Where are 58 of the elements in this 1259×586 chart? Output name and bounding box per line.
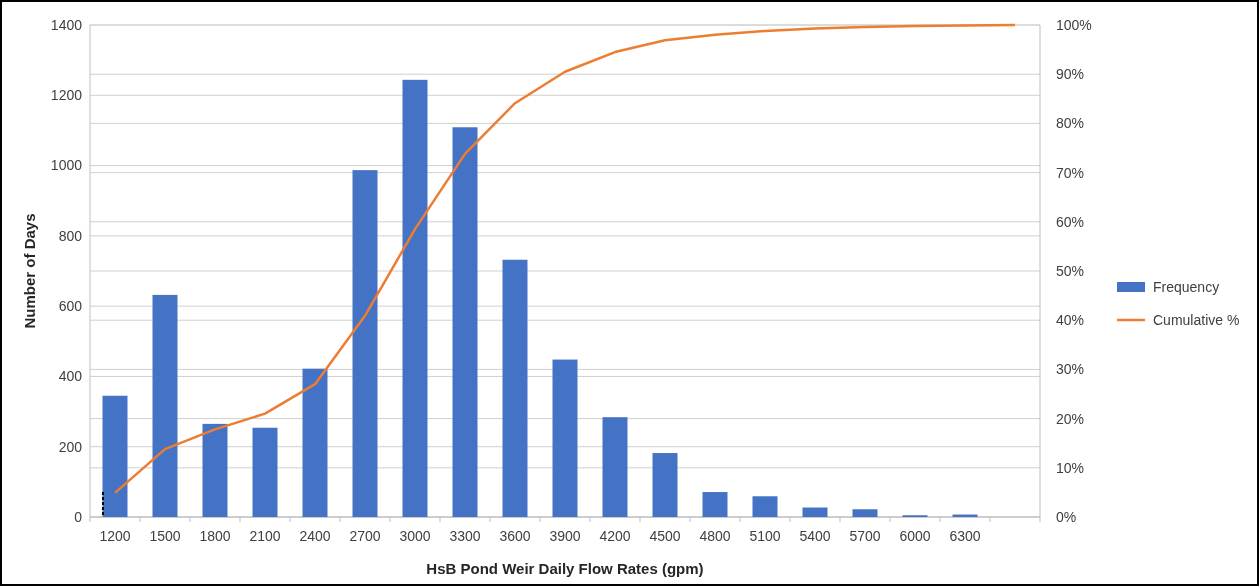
x-tick-label: 3000 <box>399 528 431 544</box>
x-tick-label: 3300 <box>449 528 481 544</box>
x-tick-label: 6000 <box>899 528 931 544</box>
y-tick-label: 1000 <box>50 157 83 174</box>
y2-tick-label: 80% <box>1056 115 1085 132</box>
y2-tick-label: 50% <box>1056 262 1085 279</box>
x-tick-label: 4800 <box>699 528 731 544</box>
x-tick-label: 4200 <box>599 528 631 544</box>
bar <box>852 509 878 517</box>
bar <box>102 395 128 517</box>
y-tick-label: 200 <box>58 438 83 455</box>
legend-label: Frequency <box>1153 278 1220 295</box>
legend-label: Cumulative % <box>1153 311 1240 328</box>
x-tick-label: 6300 <box>949 528 981 544</box>
bar <box>702 492 728 517</box>
bar <box>202 423 228 517</box>
x-tick-label: 2100 <box>249 528 281 544</box>
bar <box>502 259 528 517</box>
bar <box>802 507 828 517</box>
y2-tick-label: 100% <box>1056 16 1092 33</box>
x-tick-label: 3600 <box>499 528 531 544</box>
y2-tick-label: 70% <box>1056 164 1085 181</box>
x-tick-label: 1200 <box>99 528 131 544</box>
y-tick-label: 0 <box>74 508 83 525</box>
x-tick-label: 3900 <box>549 528 581 544</box>
x-tick-label: 4500 <box>649 528 681 544</box>
line-series <box>113 23 1017 495</box>
y2-tick-label: 0% <box>1056 508 1077 525</box>
bar <box>302 368 328 517</box>
y2-tick-label: 90% <box>1056 66 1085 83</box>
x-tick-label: 5100 <box>749 528 781 544</box>
x-tick-label: 2400 <box>299 528 331 544</box>
y2-tick-label: 30% <box>1056 361 1085 378</box>
bar <box>552 359 578 517</box>
x-axis-title: HsB Pond Weir Daily Flow Rates (gpm) <box>426 560 704 577</box>
x-tick-label: 1500 <box>149 528 181 544</box>
bar <box>352 170 378 517</box>
bar <box>402 79 428 517</box>
x-tick-label: 1800 <box>199 528 231 544</box>
bar <box>752 496 778 517</box>
bar <box>252 427 278 517</box>
y-tick-label: 1400 <box>50 16 83 33</box>
bar <box>452 127 478 517</box>
y-axis-title: Number of Days <box>21 213 38 329</box>
y2-tick-label: 20% <box>1056 410 1085 427</box>
y2-tick-label: 40% <box>1056 312 1085 329</box>
x-tick-label: 5700 <box>849 528 881 544</box>
bar <box>602 417 628 517</box>
bar <box>152 294 178 517</box>
y-tick-label: 800 <box>58 227 83 244</box>
y2-tick-label: 10% <box>1056 459 1085 476</box>
x-tick-label: 2700 <box>349 528 381 544</box>
bar <box>652 453 678 517</box>
x-tick-label: 5400 <box>799 528 831 544</box>
y-tick-label: 1200 <box>50 87 83 104</box>
y2-tick-label: 60% <box>1056 213 1085 230</box>
y-tick-label: 600 <box>58 298 83 315</box>
y-tick-label: 400 <box>58 368 83 385</box>
